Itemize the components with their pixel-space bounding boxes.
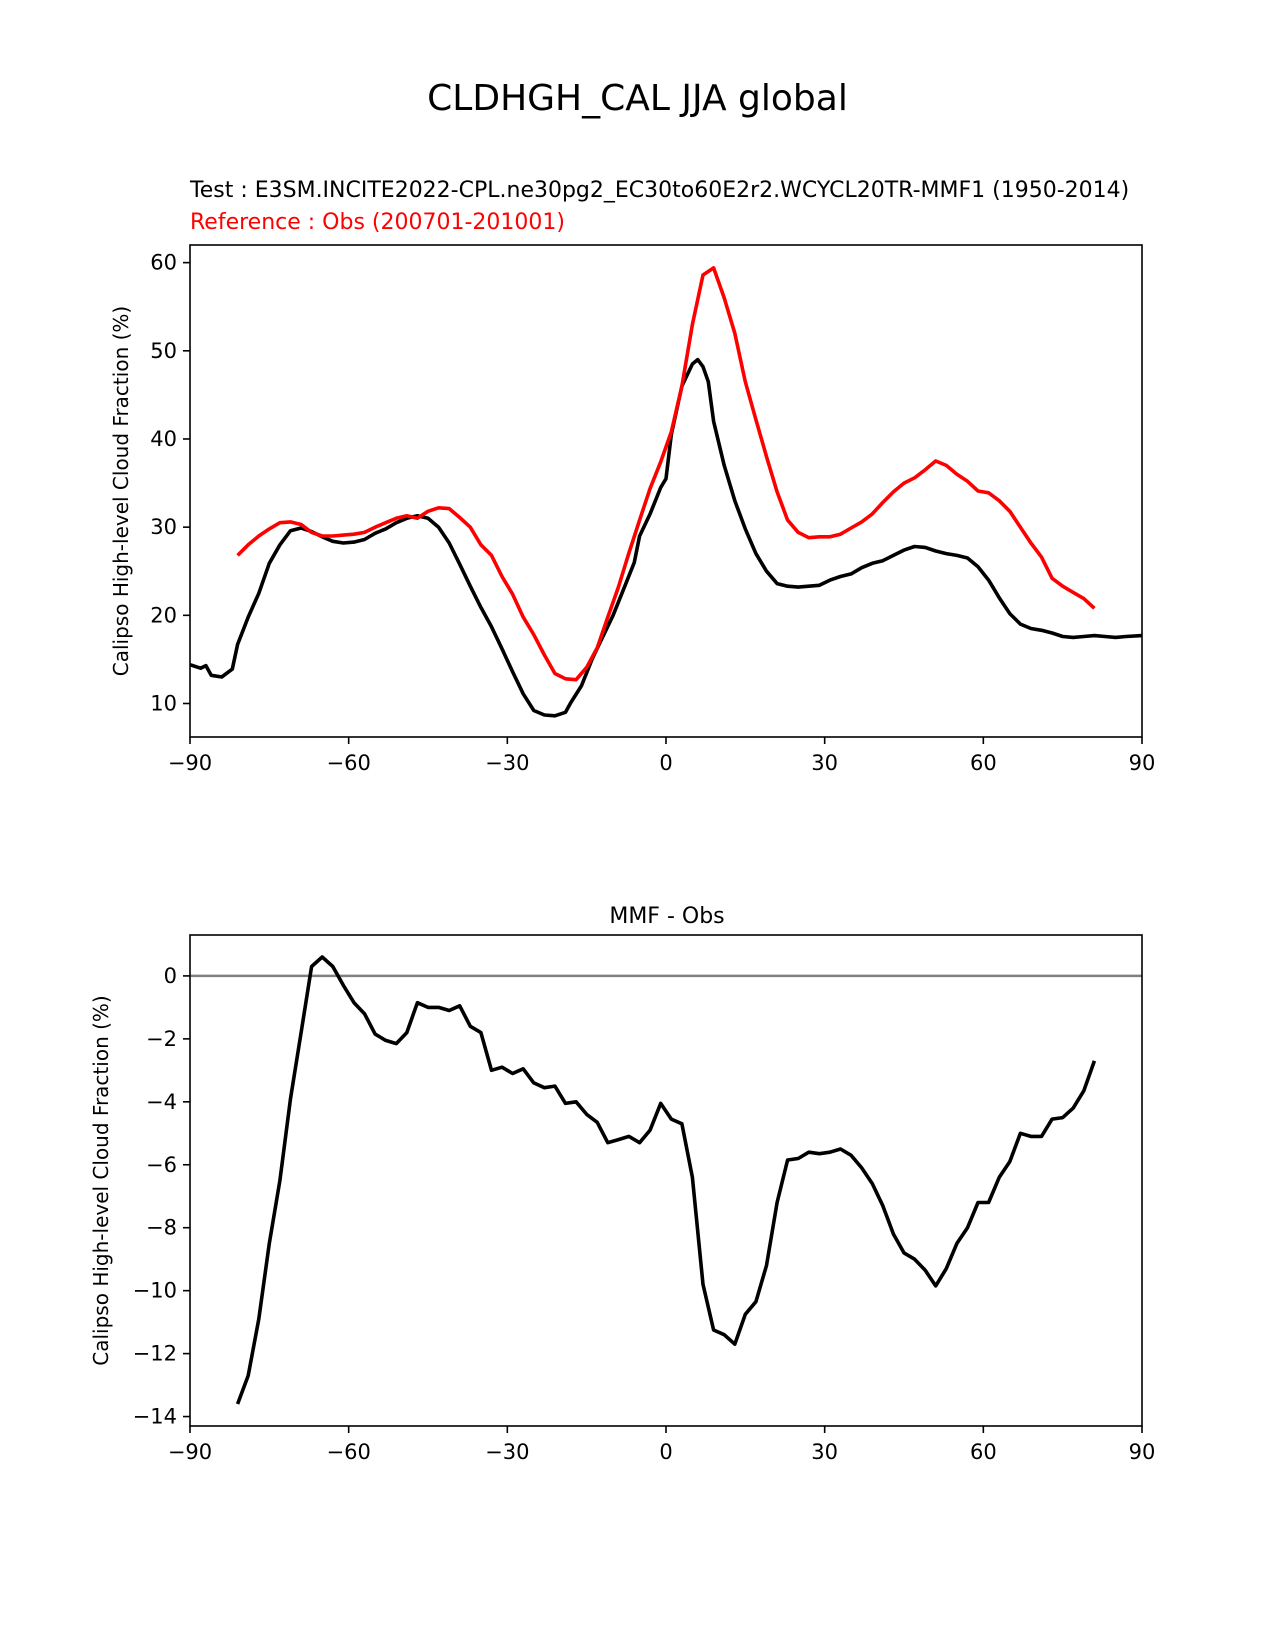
x-tick-label: 90 bbox=[1129, 751, 1156, 775]
test-title: Test : E3SM.INCITE2022-CPL.ne30pg2_EC30t… bbox=[189, 178, 1129, 203]
x-tick-label: 60 bbox=[970, 751, 997, 775]
figure-title: CLDHGH_CAL JJA global bbox=[427, 78, 848, 119]
y-tick-label: −8 bbox=[146, 1216, 177, 1240]
x-tick-label: 30 bbox=[811, 1440, 838, 1464]
x-tick-label: 30 bbox=[811, 751, 838, 775]
x-tick-label: −90 bbox=[168, 751, 212, 775]
y-tick-label: 0 bbox=[164, 964, 177, 988]
x-tick-label: 0 bbox=[659, 1440, 672, 1464]
x-tick-label: −30 bbox=[485, 1440, 529, 1464]
y-tick-label: −2 bbox=[146, 1027, 177, 1051]
y-tick-label: −14 bbox=[133, 1405, 177, 1429]
y-tick-label: 30 bbox=[150, 515, 177, 539]
y-axis-label: Calipso High-level Cloud Fraction (%) bbox=[89, 995, 113, 1365]
x-tick-label: −30 bbox=[485, 751, 529, 775]
x-tick-label: −60 bbox=[327, 1440, 371, 1464]
y-tick-label: −10 bbox=[133, 1279, 177, 1303]
series-line-reference bbox=[236, 266, 1096, 682]
series-line-mmf-obs bbox=[235, 955, 1097, 1405]
top-panel: Test : E3SM.INCITE2022-CPL.ne30pg2_EC30t… bbox=[109, 178, 1155, 775]
x-tick-label: 60 bbox=[970, 1440, 997, 1464]
y-tick-label: −4 bbox=[146, 1090, 177, 1114]
x-tick-label: 90 bbox=[1129, 1440, 1156, 1464]
y-tick-label: 40 bbox=[150, 427, 177, 451]
y-tick-label: 50 bbox=[150, 339, 177, 363]
x-tick-label: 0 bbox=[659, 751, 672, 775]
reference-title: Reference : Obs (200701-201001) bbox=[190, 210, 565, 235]
y-tick-label: 10 bbox=[150, 691, 177, 715]
x-tick-label: −90 bbox=[168, 1440, 212, 1464]
y-tick-label: 60 bbox=[150, 251, 177, 275]
axes-frame bbox=[189, 244, 1143, 738]
y-axis-label: Calipso High-level Cloud Fraction (%) bbox=[109, 306, 133, 676]
y-tick-label: 20 bbox=[150, 603, 177, 627]
y-tick-label: −6 bbox=[146, 1153, 177, 1177]
bottom-panel: MMF - Obs −90 −60 −30 0 30 60 90 0 −2 −4 −6 −8 −10 −1… bbox=[89, 904, 1155, 1464]
y-tick-label: −12 bbox=[133, 1342, 177, 1366]
diff-title: MMF - Obs bbox=[609, 904, 724, 929]
x-tick-label: −60 bbox=[327, 751, 371, 775]
series-line-test bbox=[190, 357, 1142, 718]
